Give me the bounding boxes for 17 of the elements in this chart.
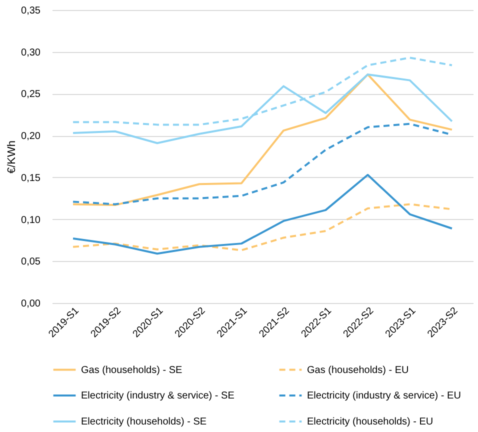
y-tick-label: 0,05 [21, 256, 41, 268]
legend-label: Electricity (industry & service) - SE [81, 390, 235, 402]
legend-label: Electricity (households) - SE [81, 416, 207, 428]
legend-label: Gas (households) - EU [307, 364, 409, 376]
legend-label: Gas (households) - SE [81, 364, 182, 376]
y-tick-label: 0,20 [21, 131, 41, 142]
y-tick-label: 0,10 [21, 214, 41, 226]
legend-label: Electricity (industry & service) - EU [307, 390, 461, 402]
y-tick-label: 0,15 [21, 172, 41, 184]
y-axis-title: €/KWh [6, 140, 18, 174]
y-tick-label: 0,30 [21, 47, 41, 58]
legend-label: Electricity (households) - EU [307, 416, 434, 428]
line-series [72, 174, 453, 255]
line-series [72, 73, 453, 206]
y-tick-label: 0,00 [21, 298, 41, 310]
y-tick-label: 0,25 [21, 89, 41, 100]
y-tick-label: 0,35 [21, 6, 41, 16]
